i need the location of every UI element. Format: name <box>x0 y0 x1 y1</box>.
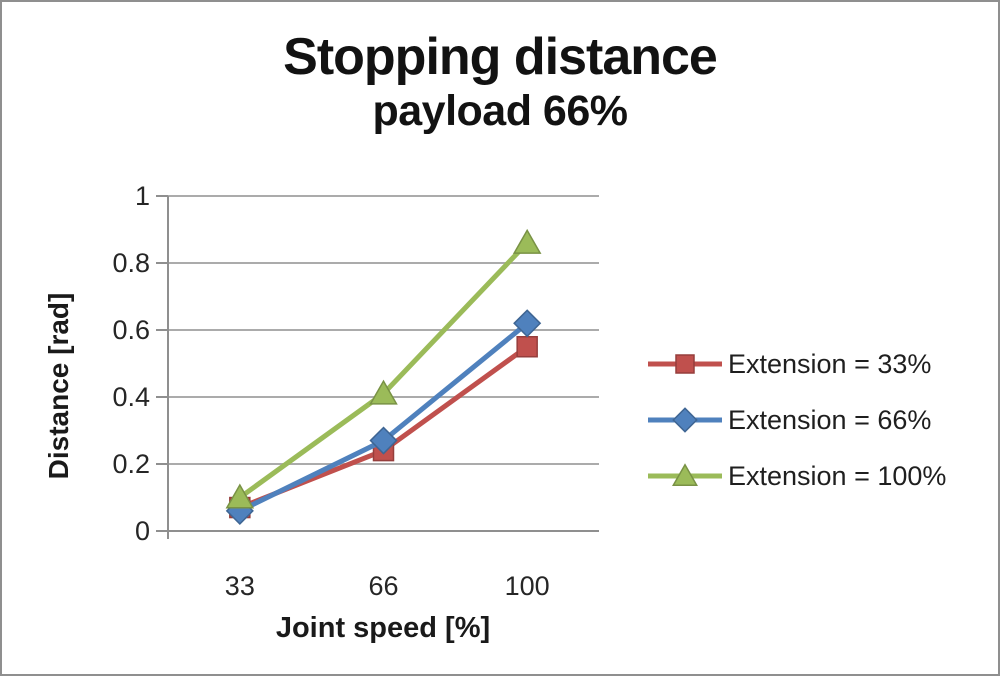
chart-header: Stopping distance payload 66% <box>2 28 998 136</box>
x-tick-label: 33 <box>224 571 255 601</box>
y-tick-label: 0.6 <box>112 315 150 345</box>
y-tick-label: 0.8 <box>112 248 150 278</box>
legend-marker-diamond-icon <box>648 407 722 433</box>
legend-marker-square-icon <box>648 354 722 374</box>
x-tick-label: 66 <box>368 571 399 601</box>
legend-item: Extension = 33% <box>646 336 946 392</box>
legend-item: Extension = 100% <box>646 448 946 504</box>
legend-label: Extension = 100% <box>728 460 947 491</box>
chart-title: Stopping distance <box>283 28 718 86</box>
legend-label: Extension = 66% <box>728 404 932 435</box>
x-tick-label: 100 <box>504 571 550 601</box>
y-tick-label: 0.4 <box>112 382 150 412</box>
x-axis-title: Joint speed [%] <box>275 612 491 644</box>
y-tick-label: 1 <box>134 181 150 211</box>
legend-item: Extension = 66% <box>646 392 946 448</box>
legend: Extension = 33% Extension = 66% Extensio… <box>646 336 946 504</box>
legend-marker-triangle-icon <box>648 463 722 486</box>
y-tick-label: 0.2 <box>112 449 150 479</box>
legend-label: Extension = 33% <box>728 348 932 379</box>
chart-subtitle: payload 66% <box>372 87 629 135</box>
y-tick-label: 0 <box>134 516 150 546</box>
